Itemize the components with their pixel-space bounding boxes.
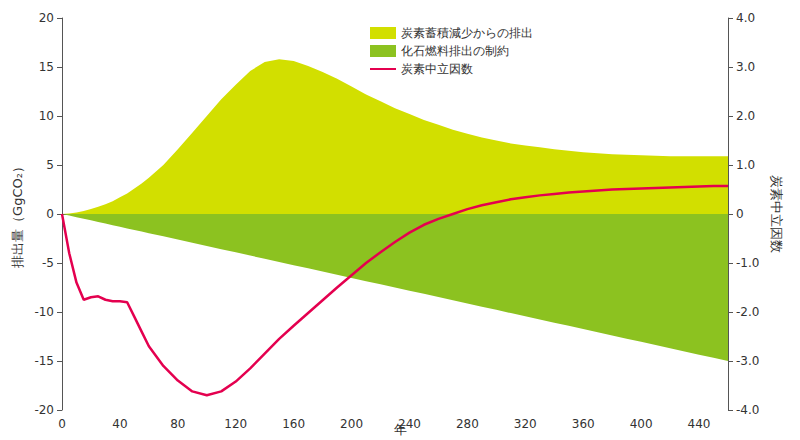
svg-text:2.0: 2.0 [736, 109, 755, 123]
svg-text:-10: -10 [34, 305, 54, 319]
svg-text:400: 400 [630, 417, 653, 431]
svg-text:160: 160 [282, 417, 305, 431]
svg-text:-15: -15 [34, 354, 54, 368]
svg-text:0: 0 [46, 207, 54, 221]
svg-text:-20: -20 [34, 403, 54, 417]
svg-text:5: 5 [46, 158, 54, 172]
svg-text:4.0: 4.0 [736, 11, 755, 25]
svg-text:化石燃料排出の制約: 化石燃料排出の制約 [401, 44, 509, 58]
svg-text:-5: -5 [42, 256, 54, 270]
svg-text:3.0: 3.0 [736, 60, 755, 74]
svg-text:440: 440 [688, 417, 711, 431]
svg-text:120: 120 [224, 417, 247, 431]
svg-text:80: 80 [170, 417, 185, 431]
svg-text:0: 0 [58, 417, 66, 431]
svg-text:炭素蓄積減少からの排出: 炭素蓄積減少からの排出 [401, 26, 533, 40]
svg-text:320: 320 [514, 417, 537, 431]
svg-text:200: 200 [340, 417, 363, 431]
svg-text:0: 0 [736, 207, 744, 221]
svg-text:-3.0: -3.0 [736, 354, 759, 368]
svg-text:-1.0: -1.0 [736, 256, 759, 270]
svg-text:-2.0: -2.0 [736, 305, 759, 319]
svg-text:排出量（GgCO₂）: 排出量（GgCO₂） [10, 160, 25, 268]
svg-text:15: 15 [39, 60, 54, 74]
svg-text:1.0: 1.0 [736, 158, 755, 172]
svg-text:280: 280 [456, 417, 479, 431]
svg-text:-4.0: -4.0 [736, 403, 759, 417]
svg-text:360: 360 [572, 417, 595, 431]
svg-text:240: 240 [398, 417, 421, 431]
svg-text:10: 10 [39, 109, 54, 123]
svg-text:20: 20 [39, 11, 54, 25]
svg-text:炭素中立因数: 炭素中立因数 [401, 62, 473, 76]
svg-text:40: 40 [112, 417, 127, 431]
svg-text:炭素中立因数: 炭素中立因数 [769, 175, 784, 253]
